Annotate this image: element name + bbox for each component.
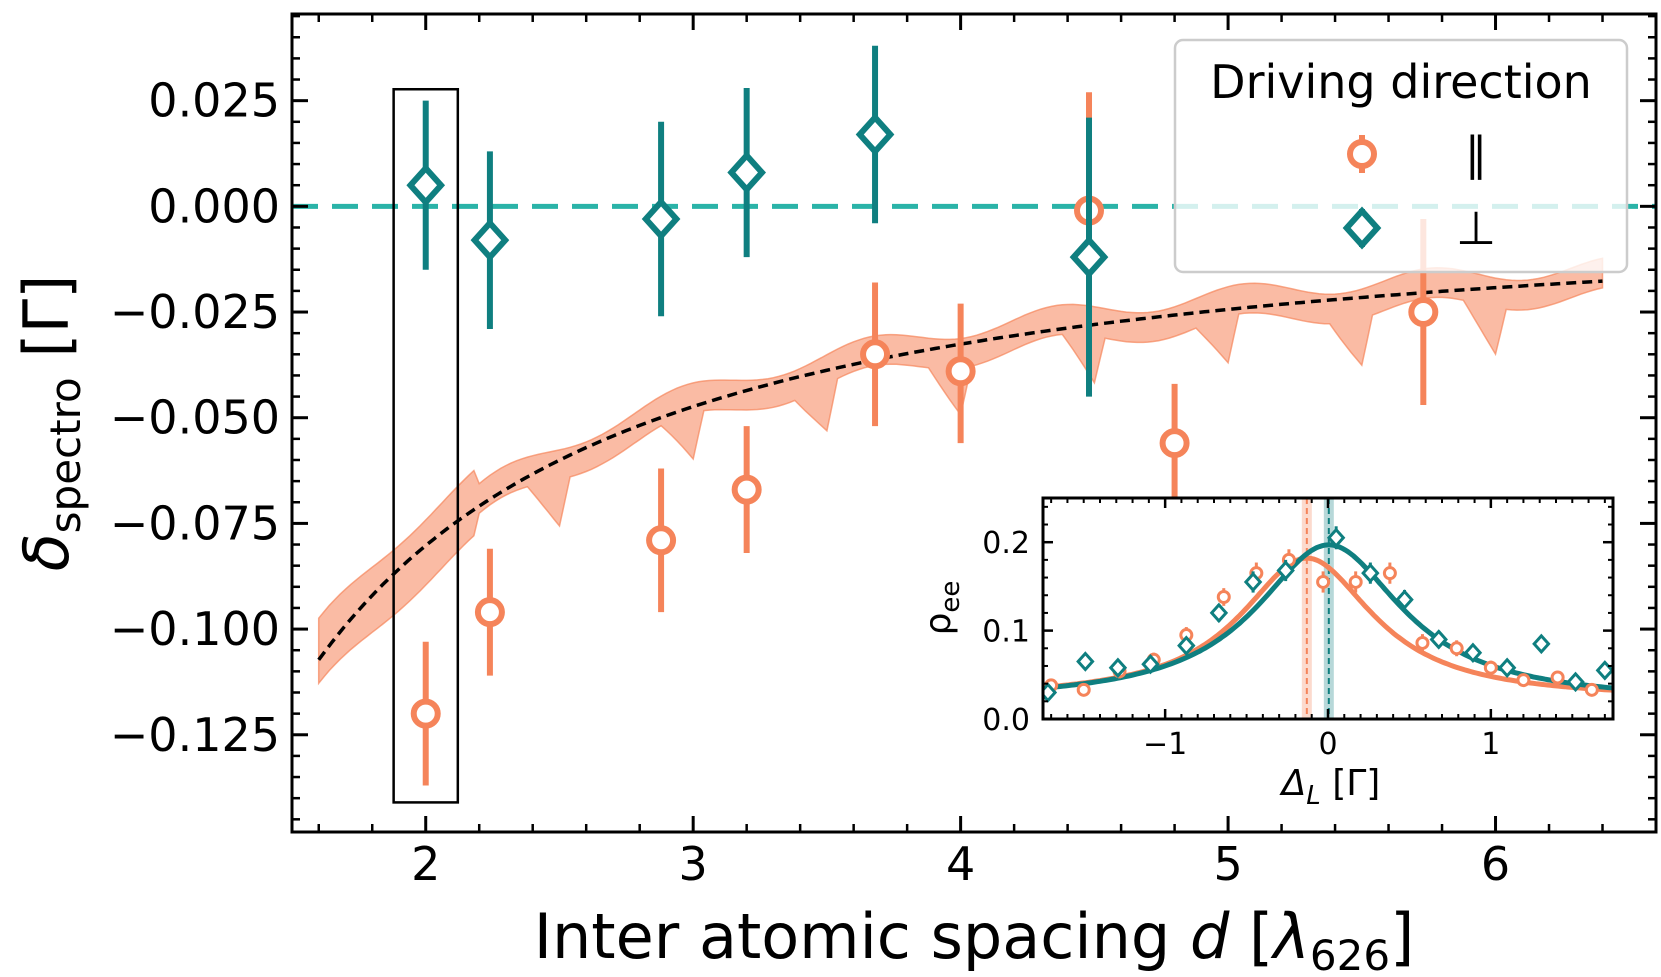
- data-point: [1159, 428, 1190, 459]
- inset-data-point: [1449, 641, 1464, 656]
- legend-title: Driving direction: [1210, 55, 1592, 109]
- inset-data-point: [1243, 571, 1263, 593]
- inset-y-tick-label: 0.1: [982, 615, 1030, 650]
- inset-data-point: [1141, 653, 1160, 675]
- inset-y-tick-label: 0.0: [982, 703, 1030, 738]
- highlight-box: [392, 87, 460, 804]
- legend-entry-label: ⊥: [1456, 201, 1496, 255]
- inset-data-point: [1566, 671, 1585, 693]
- inset-axes-frame: [1041, 496, 1615, 721]
- data-point: [731, 474, 762, 505]
- data-point: [1069, 235, 1109, 279]
- inset-plot: −1 0 1 0.0 0.1 0.2 ΔL [Γ] ρee: [918, 496, 1615, 811]
- x-tick-label: 2: [411, 837, 440, 891]
- inset-data-point: [1382, 566, 1397, 581]
- y-tick-label: −0.100: [110, 602, 280, 656]
- inset-x-tick-label: 1: [1481, 727, 1500, 762]
- inset-x-axis-label: ΔL [Γ]: [1279, 763, 1381, 811]
- legend-entry-label: ∥: [1465, 127, 1488, 181]
- data-point: [641, 197, 681, 241]
- inset-data-point: [1348, 574, 1363, 589]
- inset-y-axis-label: ρee: [918, 581, 966, 636]
- x-tick-label: 6: [1481, 837, 1510, 891]
- inset-data-series: [1043, 526, 1613, 703]
- legend-marker: [1342, 206, 1382, 250]
- y-tick-label: −0.025: [110, 285, 280, 339]
- y-tick-label: −0.050: [110, 391, 280, 445]
- inset-data-point: [1076, 682, 1091, 697]
- inset-fit-path: [1043, 542, 1613, 691]
- y-tick-label: −0.075: [110, 496, 280, 550]
- inset-data-point: [1361, 562, 1380, 584]
- inset-series-perpendicular: [1043, 526, 1613, 703]
- x-tick-label: 5: [1213, 837, 1242, 891]
- inset-data-point: [1584, 682, 1599, 697]
- legend-marker: [1347, 139, 1377, 169]
- main-plot: 2 3 4 5 6 0.025 0.000 −0.025 −0.050 −0.075 −0.100 −…: [10, 12, 1658, 977]
- inset-data-point: [1516, 673, 1531, 688]
- data-point: [410, 698, 441, 729]
- data-point: [474, 597, 505, 628]
- main-x-axis-label: Inter atomic spacing d [λ626]: [534, 900, 1415, 977]
- inset-data-point: [1316, 574, 1331, 589]
- inset-data-point: [1395, 589, 1414, 610]
- inset-data-point: [1483, 660, 1498, 675]
- data-point: [727, 151, 767, 195]
- inset-y-tick-label: 0.2: [982, 526, 1030, 561]
- inset-data-point: [1326, 527, 1346, 549]
- data-point: [646, 525, 677, 556]
- series-perpendicular: [406, 45, 1109, 397]
- inset-axis-ticks: −1 0 1 0.0 0.1 0.2: [982, 498, 1613, 762]
- highlight-rect: [392, 87, 460, 804]
- inset-data-point: [1076, 651, 1095, 672]
- data-point: [406, 163, 446, 207]
- data-point: [1408, 297, 1439, 328]
- main-y-axis-label: δspectro [Γ]: [10, 275, 90, 572]
- axis-ticks: 2 3 4 5 6 0.025 0.000 −0.025 −0.050 −0.075 −0.100 −…: [110, 14, 1656, 891]
- inset-x-tick-label: −1: [1143, 727, 1187, 762]
- inset-x-tick-label: 0: [1318, 727, 1337, 762]
- inset-data-point: [1108, 657, 1128, 678]
- legend-entries: ∥⊥: [1342, 127, 1496, 255]
- legend: Driving direction ∥⊥: [1173, 38, 1629, 274]
- legend-box: [1173, 38, 1629, 274]
- data-point: [470, 218, 510, 262]
- data-point: [945, 356, 976, 387]
- inset-data-point: [1463, 642, 1483, 663]
- inset-data-point: [1429, 629, 1448, 650]
- y-tick-label: 0.025: [148, 74, 280, 128]
- inset-data-point: [1209, 602, 1229, 624]
- y-tick-label: 0.000: [148, 179, 280, 233]
- inset-data-point: [1550, 670, 1565, 685]
- inset-data-point: [1497, 657, 1517, 678]
- inset-data-point: [1595, 660, 1613, 681]
- inset-data-point: [1415, 635, 1430, 650]
- main-axes-frame: [290, 12, 1658, 834]
- inset-data-point: [1216, 590, 1231, 605]
- inset-data-point: [1177, 635, 1196, 656]
- inset-data-point: [1276, 560, 1295, 581]
- inset-center-markers: [1301, 498, 1334, 719]
- x-tick-label: 3: [679, 837, 708, 891]
- data-series: [406, 45, 1439, 786]
- data-point: [855, 112, 895, 156]
- data-point: [860, 339, 891, 370]
- x-tick-label: 4: [946, 837, 975, 891]
- inset-data-point: [1532, 633, 1551, 655]
- y-tick-label: −0.125: [110, 708, 280, 762]
